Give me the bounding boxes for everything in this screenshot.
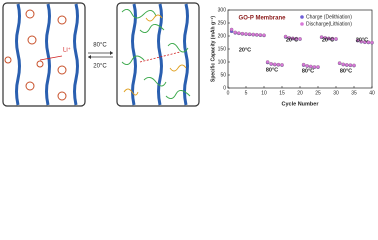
annotation: 20°C bbox=[286, 37, 298, 43]
x-tick-label: 25 bbox=[315, 90, 321, 96]
data-point bbox=[273, 62, 277, 67]
data-point bbox=[345, 63, 349, 67]
panel-before bbox=[2, 2, 86, 107]
x-axis-label: Cycle Number bbox=[282, 101, 320, 107]
data-point bbox=[337, 61, 342, 65]
legend-marker bbox=[300, 22, 304, 26]
y-axis-label: Specific Capacity (mAh g⁻¹) bbox=[210, 16, 216, 82]
data-point bbox=[287, 36, 291, 40]
annotation: 20°C bbox=[322, 37, 334, 43]
legend-label: Charge (Delithiation) bbox=[306, 14, 352, 20]
x-tick-label: 5 bbox=[245, 90, 248, 96]
data-point bbox=[312, 65, 317, 69]
data-point bbox=[319, 35, 324, 39]
cool-label: 20°C bbox=[93, 64, 107, 70]
y-tick-label: 50 bbox=[220, 72, 226, 78]
data-point bbox=[276, 62, 281, 67]
x-tick-label: 20 bbox=[297, 90, 303, 96]
data-point bbox=[359, 39, 363, 44]
data-point bbox=[280, 63, 284, 67]
figure: Li⁺ 80°C 20°C GO-P Membrane Cycle Number… bbox=[2, 2, 375, 107]
y-tick-label: 200 bbox=[218, 33, 227, 39]
data-point bbox=[258, 33, 263, 37]
illustration: Li⁺ 80°C 20°C bbox=[2, 2, 200, 107]
chart-title: GO-P Membrane bbox=[239, 16, 287, 22]
x-tick-label: 30 bbox=[333, 90, 339, 96]
legend-label: Discharge(Lithiation) bbox=[306, 21, 352, 27]
x-tick-label: 35 bbox=[351, 90, 357, 96]
data-point bbox=[255, 33, 259, 37]
y-tick-label: 100 bbox=[218, 59, 227, 65]
ion-path bbox=[39, 55, 63, 61]
y-tick-label: 300 bbox=[218, 7, 227, 13]
data-point bbox=[341, 62, 345, 67]
data-point bbox=[262, 33, 266, 37]
panel-after bbox=[116, 2, 200, 107]
data-point bbox=[323, 36, 327, 40]
x-tick-label: 40 bbox=[369, 90, 375, 96]
polymer-chains-2 bbox=[123, 14, 187, 96]
data-point bbox=[283, 34, 288, 39]
data-point bbox=[251, 32, 255, 37]
data-point bbox=[355, 38, 360, 43]
data-point bbox=[330, 36, 335, 41]
heat-label: 80°C bbox=[93, 43, 107, 49]
y-tick-label: 0 bbox=[223, 85, 226, 91]
data-point bbox=[294, 36, 299, 41]
data-point bbox=[291, 36, 295, 41]
data-point bbox=[244, 32, 248, 36]
data-point bbox=[240, 31, 245, 36]
polymer-chains bbox=[121, 9, 191, 99]
annotation: 20°C bbox=[356, 37, 368, 43]
data-point bbox=[247, 32, 252, 36]
data-point bbox=[229, 27, 234, 32]
data-point bbox=[366, 40, 371, 44]
x-tick-label: 10 bbox=[261, 90, 267, 96]
data-point bbox=[298, 37, 302, 41]
x-tick-label: 0 bbox=[227, 90, 230, 96]
arrow-head bbox=[88, 55, 91, 59]
x-tick-label: 15 bbox=[279, 90, 285, 96]
polymer-coils bbox=[4, 9, 67, 101]
data-point bbox=[233, 30, 237, 35]
data-point bbox=[316, 65, 320, 69]
y-tick-label: 150 bbox=[218, 46, 227, 52]
data-point bbox=[305, 64, 309, 68]
y-tick-label: 250 bbox=[218, 20, 227, 26]
data-point bbox=[237, 31, 241, 35]
data-point bbox=[327, 36, 331, 41]
membrane-columns bbox=[15, 3, 189, 106]
data-point bbox=[348, 63, 353, 67]
data-point bbox=[370, 40, 374, 45]
data-point bbox=[334, 37, 338, 41]
data-point bbox=[301, 62, 306, 67]
data-point bbox=[265, 60, 270, 64]
annotation: 20°C bbox=[239, 47, 251, 53]
annotation: 80°C bbox=[266, 67, 278, 73]
arrow-head bbox=[110, 51, 113, 55]
data-point bbox=[309, 64, 313, 69]
annotation: 80°C bbox=[340, 68, 352, 74]
legend-marker bbox=[300, 15, 304, 19]
data-point bbox=[269, 62, 273, 66]
ion-label: Li⁺ bbox=[63, 47, 71, 54]
data-point bbox=[363, 40, 367, 44]
data-point bbox=[352, 63, 356, 68]
annotation: 80°C bbox=[302, 68, 314, 74]
